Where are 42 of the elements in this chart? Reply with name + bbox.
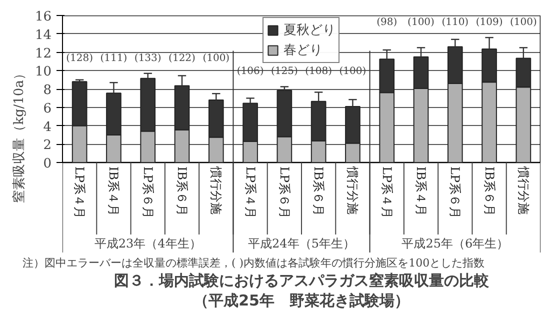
legend-label: 夏秋どり (284, 22, 336, 39)
y-tick-label: 14 (34, 28, 52, 43)
annotation: (100) (202, 52, 230, 64)
x-tick-label: 慣行分施 (516, 166, 530, 214)
annotation: (128) (66, 52, 94, 64)
annotation: (122) (168, 52, 196, 64)
x-tick-label: IB系６月 (312, 166, 326, 216)
annotation: (100) (408, 17, 435, 28)
text: 注）図中エラーバーは全収量の標準誤差，( )内数値は各試験年の慣行分施区を100とした指数 (22, 256, 485, 270)
y-tick-label: 8 (43, 83, 52, 98)
x-tick-label: LP系４月 (72, 166, 87, 219)
text: 平成24年（5年生） (248, 236, 355, 250)
text: （平成25年 野菜花き試験場） (194, 292, 410, 310)
y-tick-label: 4 (43, 120, 52, 135)
text: 平成25年（6年生） (402, 236, 509, 250)
x-tick-label: LP系６月 (140, 166, 155, 219)
text: 図３．場内試験におけるアスパラガス窒素吸収量の比較 (114, 272, 490, 290)
y-tick-label: 10 (34, 64, 52, 80)
x-tick-label: IB系６月 (482, 166, 496, 216)
x-tick-label: IB系４月 (414, 166, 428, 216)
x-tick-label: LP系４月 (243, 166, 258, 219)
y-tick-label: 12 (34, 46, 52, 62)
annotation: (100) (510, 17, 537, 28)
legend-label: 春どり (284, 42, 322, 59)
x-tick-label: LP系６月 (448, 166, 462, 219)
y-tick-label: 6 (43, 101, 52, 116)
x-tick-label: IB系４月 (106, 166, 121, 216)
y-tick-label: 0 (43, 156, 52, 172)
x-tick-label: 慣行分施 (209, 166, 224, 214)
x-tick-label: LP系６月 (277, 166, 292, 219)
y-axis-title: 窒素吸収量（kg/10a） (10, 67, 27, 203)
x-tick-label: 慣行分施 (346, 166, 360, 214)
annotation: (98) (376, 17, 398, 28)
annotation: (111) (100, 52, 128, 64)
annotation: (133) (134, 52, 162, 64)
x-tick-label: LP系４月 (380, 166, 394, 219)
text: 平成23年（4年生） (94, 236, 202, 250)
x-tick-label: IB系６月 (175, 166, 189, 216)
annotation: (110) (442, 17, 469, 28)
y-tick-label: 2 (43, 138, 52, 154)
annotation: (109) (476, 17, 503, 28)
y-tick-label: 16 (34, 10, 52, 24)
